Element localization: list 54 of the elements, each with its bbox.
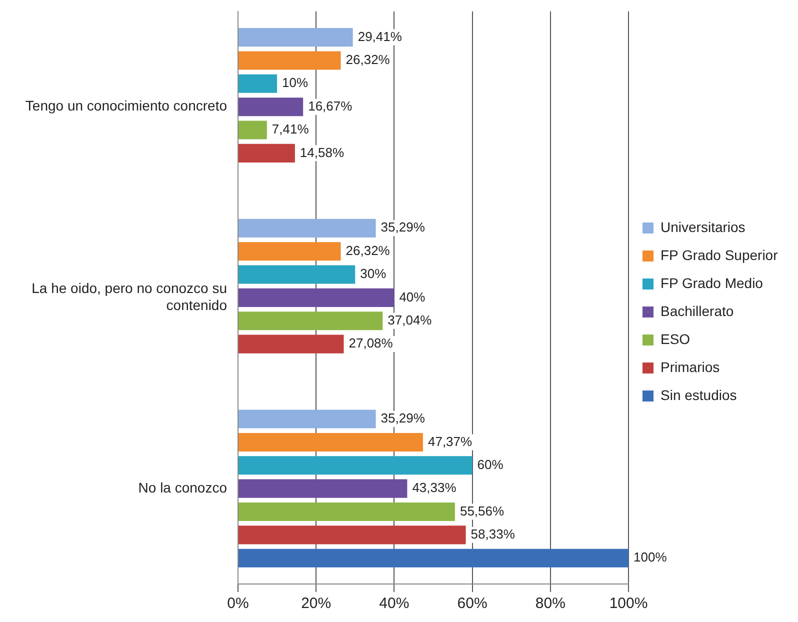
data-label: 55,56% <box>460 503 504 518</box>
y-tick-label: La he oido, pero no conozco su contenido <box>32 280 228 313</box>
bar <box>238 288 394 307</box>
bar <box>238 456 472 475</box>
bar <box>238 334 344 354</box>
data-label: 7,41% <box>272 122 310 137</box>
bar <box>238 74 278 93</box>
data-label: 29,41% <box>358 28 402 44</box>
bar <box>238 98 304 116</box>
bar <box>238 218 376 238</box>
bar <box>238 526 466 544</box>
data-label: 26,32% <box>346 242 390 258</box>
x-tick-label: 60% <box>457 595 488 612</box>
data-label: 14,58% <box>300 144 344 160</box>
bar <box>238 242 341 261</box>
data-label: 10% <box>282 75 309 90</box>
x-tick-label: 100% <box>609 595 648 612</box>
bar <box>238 312 383 330</box>
data-label: 47,37% <box>428 434 473 449</box>
data-label: 30% <box>360 266 387 282</box>
legend-label: Universitarios <box>660 218 746 235</box>
bar <box>238 144 295 162</box>
data-label: 35,29% <box>380 410 426 426</box>
bar <box>238 548 629 568</box>
x-tick-label: 20% <box>301 595 332 612</box>
data-label: 37,04% <box>388 312 432 328</box>
data-label: 58,33% <box>470 526 516 542</box>
bar <box>238 120 267 140</box>
data-label: 27,08% <box>348 336 394 351</box>
data-label: 26,32% <box>346 52 390 68</box>
data-label: 40% <box>399 289 426 304</box>
x-tick-label: 0% <box>227 595 249 612</box>
y-tick-label: Tengo un conocimiento concreto <box>25 98 228 114</box>
data-label: 16,67% <box>308 98 353 114</box>
bar <box>238 51 341 70</box>
x-tick-label: 40% <box>379 595 410 612</box>
bar <box>238 502 455 522</box>
data-label: 100% <box>634 550 668 565</box>
legend-label: Sin estudios <box>660 386 737 403</box>
legend-label: Primarios <box>660 358 720 375</box>
y-tick-label: No la conozco <box>138 479 228 496</box>
bar <box>238 479 408 498</box>
legend-label: ESO <box>660 330 690 347</box>
data-label: 60% <box>477 456 504 472</box>
legend-label: Bachillerato <box>660 302 734 319</box>
bar <box>238 28 353 47</box>
legend-label: FP Grado Superior <box>660 246 778 263</box>
bar <box>238 265 356 284</box>
data-label: 35,29% <box>380 220 426 235</box>
bar <box>238 410 376 428</box>
data-label: 43,33% <box>412 480 457 496</box>
bar <box>238 432 423 452</box>
x-tick-label: 80% <box>535 595 566 612</box>
legend-label: FP Grado Medio <box>660 274 764 291</box>
